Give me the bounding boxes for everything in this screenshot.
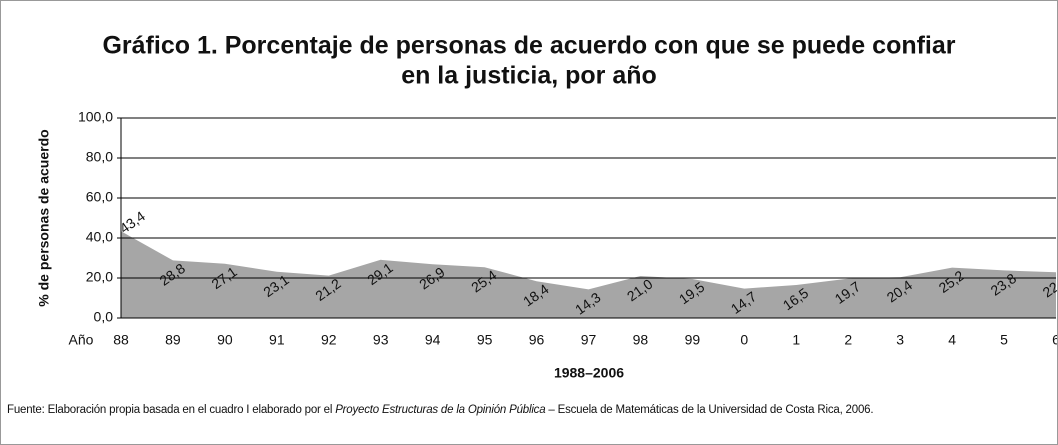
source-note: Fuente: Elaboración propia basada en el … bbox=[7, 404, 874, 416]
chart: Gráfico 1. Porcentaje de personas de acu… bbox=[36, 32, 1057, 381]
x-tick-label: 93 bbox=[373, 332, 389, 348]
x-tick-label: 91 bbox=[269, 332, 285, 348]
y-tick-label: 40,0 bbox=[86, 229, 113, 245]
x-tick-label: 0 bbox=[740, 332, 748, 348]
source-text: Fuente: Elaboración propia basada en el … bbox=[7, 404, 336, 416]
chart-title: en la justicia, por año bbox=[401, 62, 657, 90]
y-tick-label: 80,0 bbox=[86, 149, 113, 165]
x-tick-label: 2 bbox=[844, 332, 852, 348]
y-tick-label: 0,0 bbox=[94, 309, 114, 325]
x-tick-label: 4 bbox=[948, 332, 956, 348]
x-axis-prefix: Año bbox=[69, 332, 94, 348]
x-tick-label: 95 bbox=[477, 332, 493, 348]
y-tick-label: 60,0 bbox=[86, 189, 113, 205]
x-tick-label: 88 bbox=[113, 332, 129, 348]
x-tick-label: 96 bbox=[529, 332, 545, 348]
y-axis-label: % de personas de acuerdo bbox=[36, 129, 52, 306]
x-tick-label: 92 bbox=[321, 332, 337, 348]
y-tick-label: 100,0 bbox=[78, 109, 113, 125]
x-tick-label: 90 bbox=[217, 332, 233, 348]
x-tick-label: 5 bbox=[1000, 332, 1008, 348]
x-tick-label: 98 bbox=[633, 332, 649, 348]
x-tick-label: 94 bbox=[425, 332, 441, 348]
x-axis-label: 1988–2006 bbox=[554, 365, 624, 381]
y-tick-label: 20,0 bbox=[86, 269, 113, 285]
x-tick-label: 89 bbox=[165, 332, 181, 348]
x-tick-label: 3 bbox=[896, 332, 904, 348]
chart-title: Gráfico 1. Porcentaje de personas de acu… bbox=[102, 32, 955, 60]
x-tick-label: 99 bbox=[685, 332, 701, 348]
x-tick-label: 1 bbox=[792, 332, 800, 348]
x-tick-label: 97 bbox=[581, 332, 597, 348]
area bbox=[121, 231, 1056, 318]
source-text: – Escuela de Matemáticas de la Universid… bbox=[545, 404, 874, 416]
source-text: Proyecto Estructuras de la Opinión Públi… bbox=[335, 404, 546, 416]
x-tick-label: 6 bbox=[1052, 332, 1057, 348]
